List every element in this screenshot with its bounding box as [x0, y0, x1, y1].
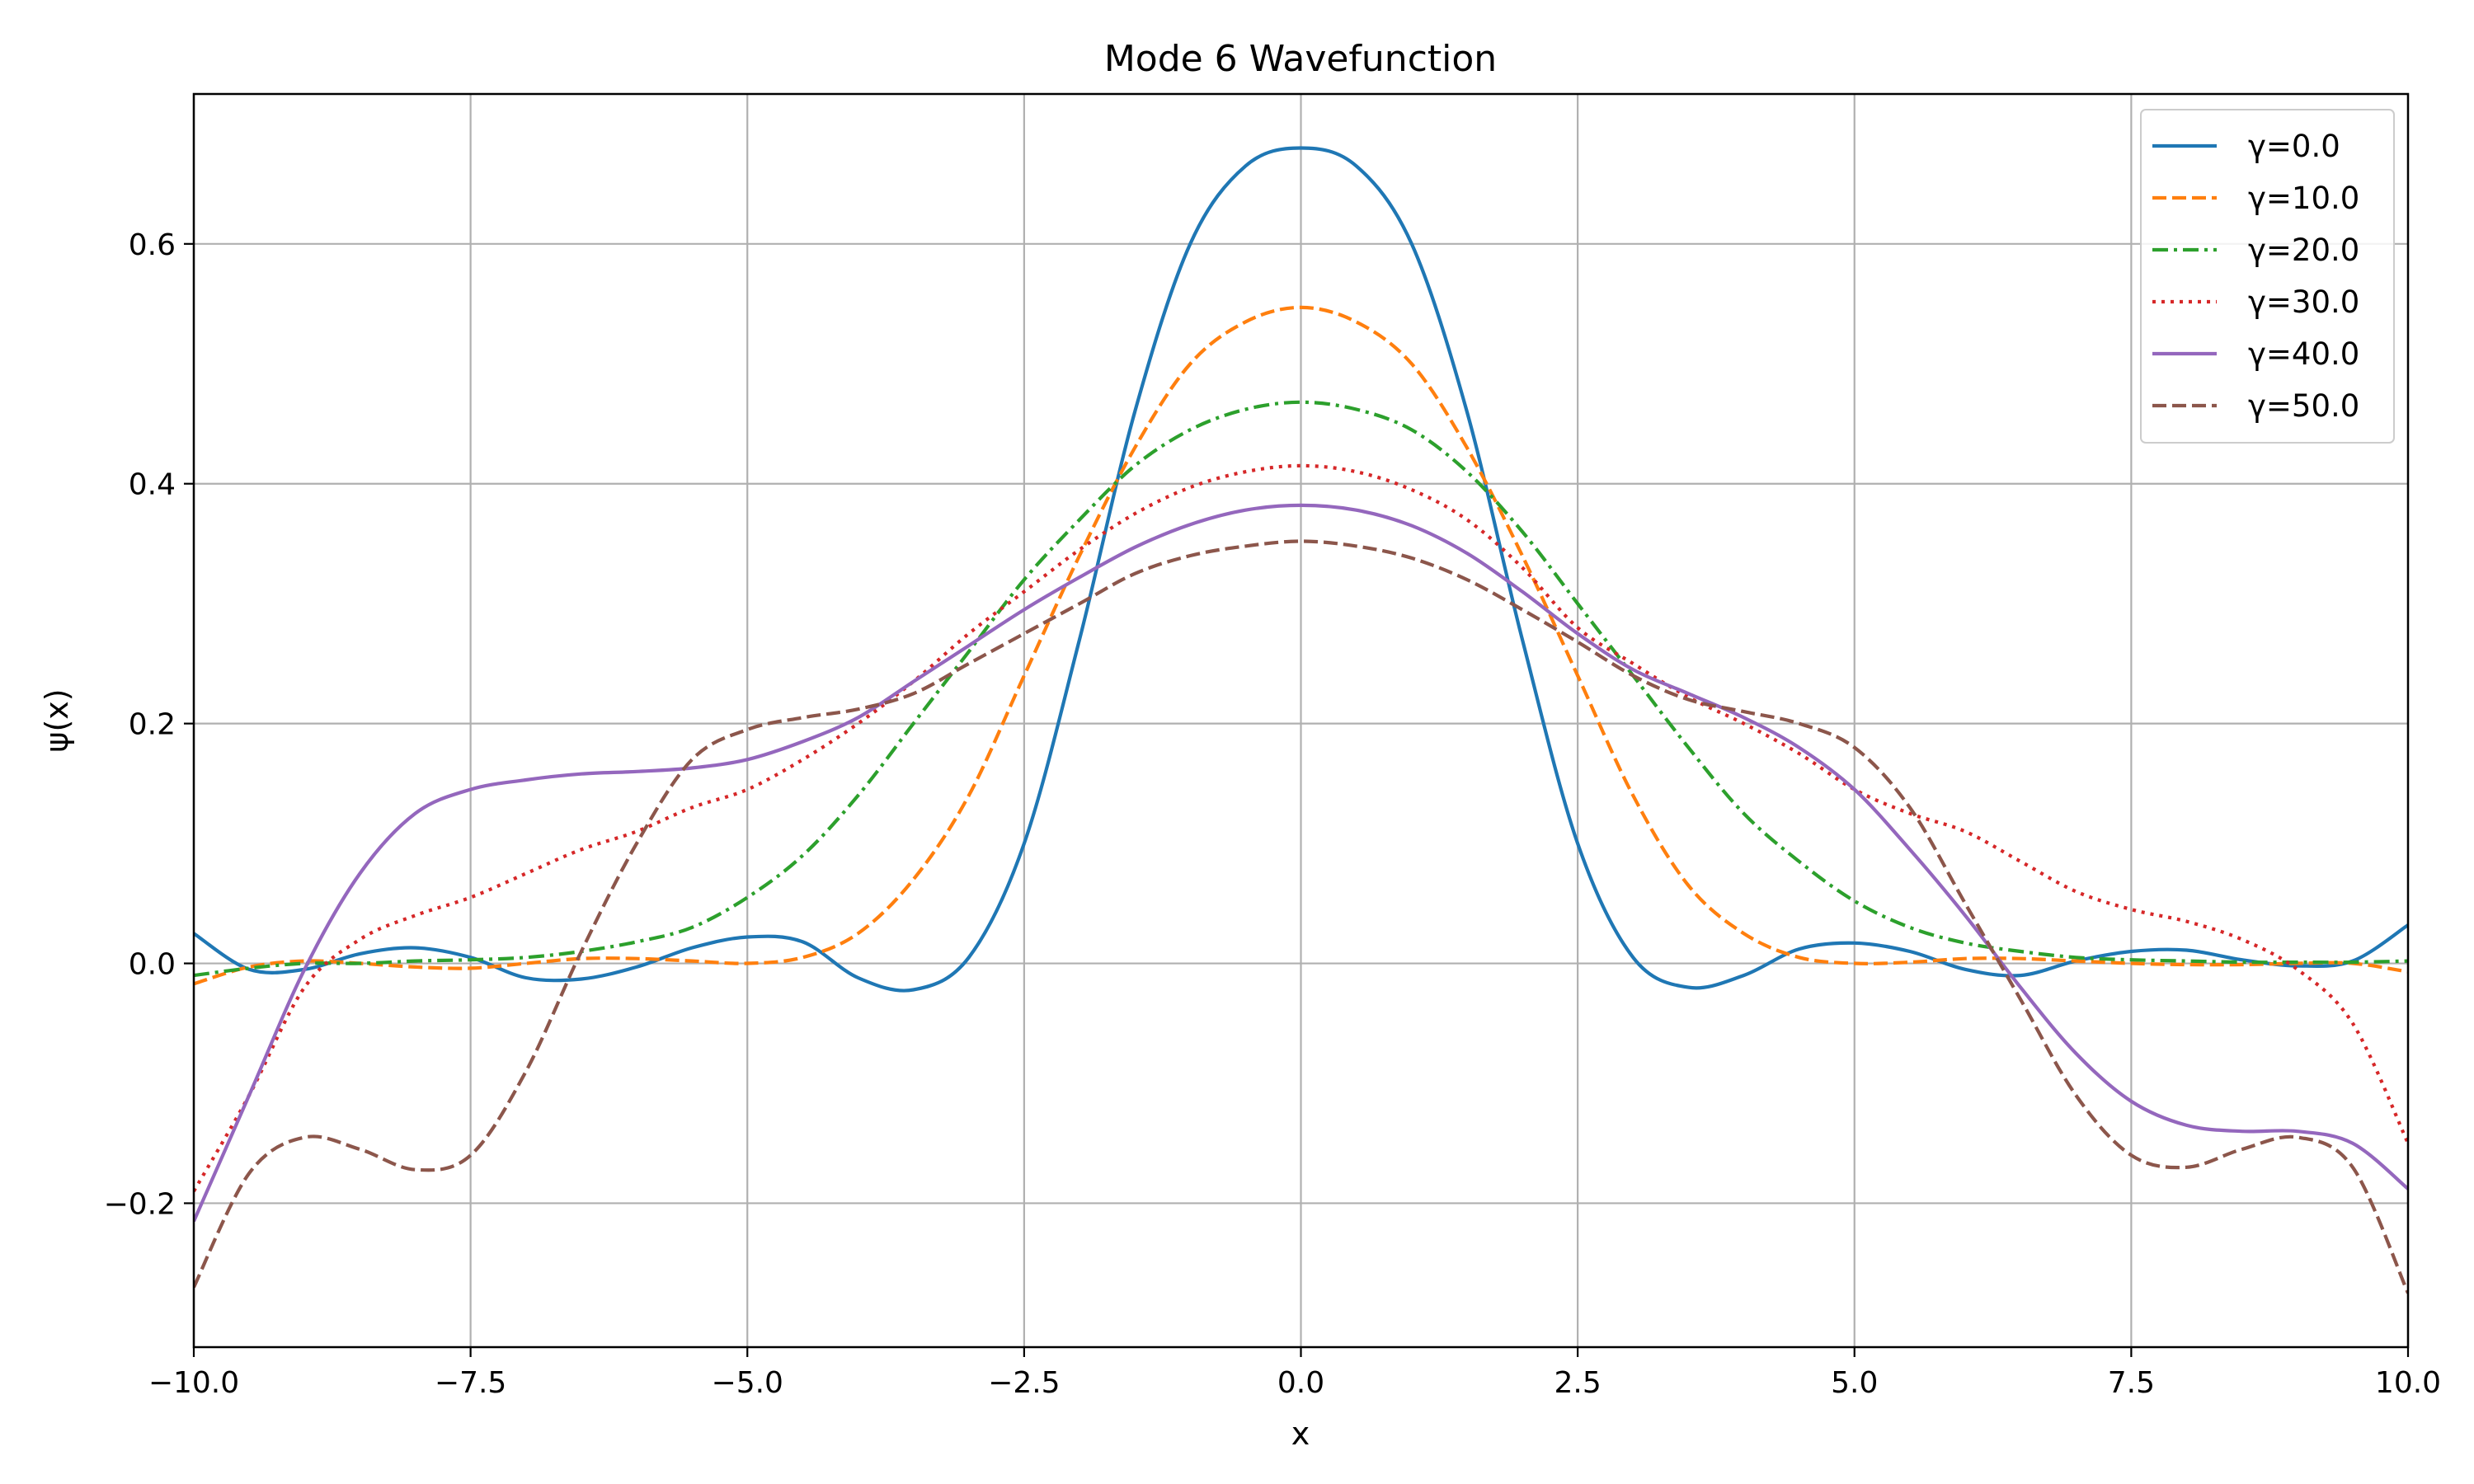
series-line-4	[194, 503, 2408, 1223]
chart-title: Mode 6 Wavefunction	[1104, 38, 1497, 80]
y-tick-label: 0.4	[129, 468, 176, 502]
legend: γ=0.0 γ=10.0 γ=20.0 γ=30.0 γ=40.0 γ=50.0	[2140, 109, 2395, 444]
series-line-0	[194, 146, 2408, 993]
x-tick-label: 5.0	[1831, 1366, 1878, 1400]
x-tick-label: −2.5	[988, 1366, 1060, 1400]
series-layer	[194, 146, 2408, 1294]
grid	[192, 94, 2410, 1347]
x-tick-label: 7.5	[2108, 1366, 2155, 1400]
x-tick-label: 10.0	[2375, 1366, 2441, 1400]
y-tick-label: 0.2	[129, 708, 176, 742]
legend-label: γ=20.0	[2248, 232, 2359, 268]
x-tick-label: −10.0	[148, 1366, 239, 1400]
legend-label: γ=40.0	[2248, 336, 2359, 372]
x-tick-label: 0.0	[1277, 1366, 1324, 1400]
legend-label: γ=0.0	[2248, 129, 2340, 164]
y-axis: −0.2 0.0 0.2 0.4 0.6	[104, 228, 194, 1221]
x-tick-label: 2.5	[1554, 1366, 1601, 1400]
legend-label: γ=10.0	[2248, 181, 2359, 216]
series-line-1	[194, 305, 2408, 986]
legend-label: γ=30.0	[2248, 284, 2359, 320]
y-tick-label: 0.0	[129, 948, 176, 982]
y-axis-label: ψ(x)	[39, 688, 75, 752]
x-axis-label: x	[1291, 1416, 1310, 1452]
y-tick-label: −0.2	[104, 1187, 176, 1221]
legend-label: γ=50.0	[2248, 388, 2359, 424]
legend-box	[2140, 109, 2395, 444]
x-tick-label: −5.0	[712, 1366, 783, 1400]
y-tick-label: 0.6	[129, 228, 176, 262]
x-tick-label: −7.5	[435, 1366, 506, 1400]
x-axis: −10.0 −7.5 −5.0 −2.5 0.0 2.5 5.0 7.5 10.0	[148, 1347, 2441, 1400]
series-line-5	[194, 539, 2408, 1294]
